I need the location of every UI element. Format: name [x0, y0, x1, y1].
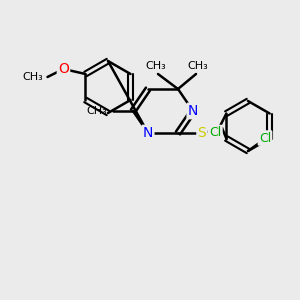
Text: CH₃: CH₃	[188, 61, 208, 71]
Text: Cl: Cl	[209, 126, 221, 139]
Text: O: O	[58, 62, 69, 76]
Text: N: N	[188, 104, 198, 118]
Text: S: S	[198, 126, 206, 140]
Text: CH₃: CH₃	[23, 72, 44, 82]
Text: CH₃: CH₃	[86, 106, 107, 116]
Text: N: N	[143, 126, 153, 140]
Text: CH₃: CH₃	[146, 61, 167, 71]
Text: Cl: Cl	[259, 131, 271, 145]
